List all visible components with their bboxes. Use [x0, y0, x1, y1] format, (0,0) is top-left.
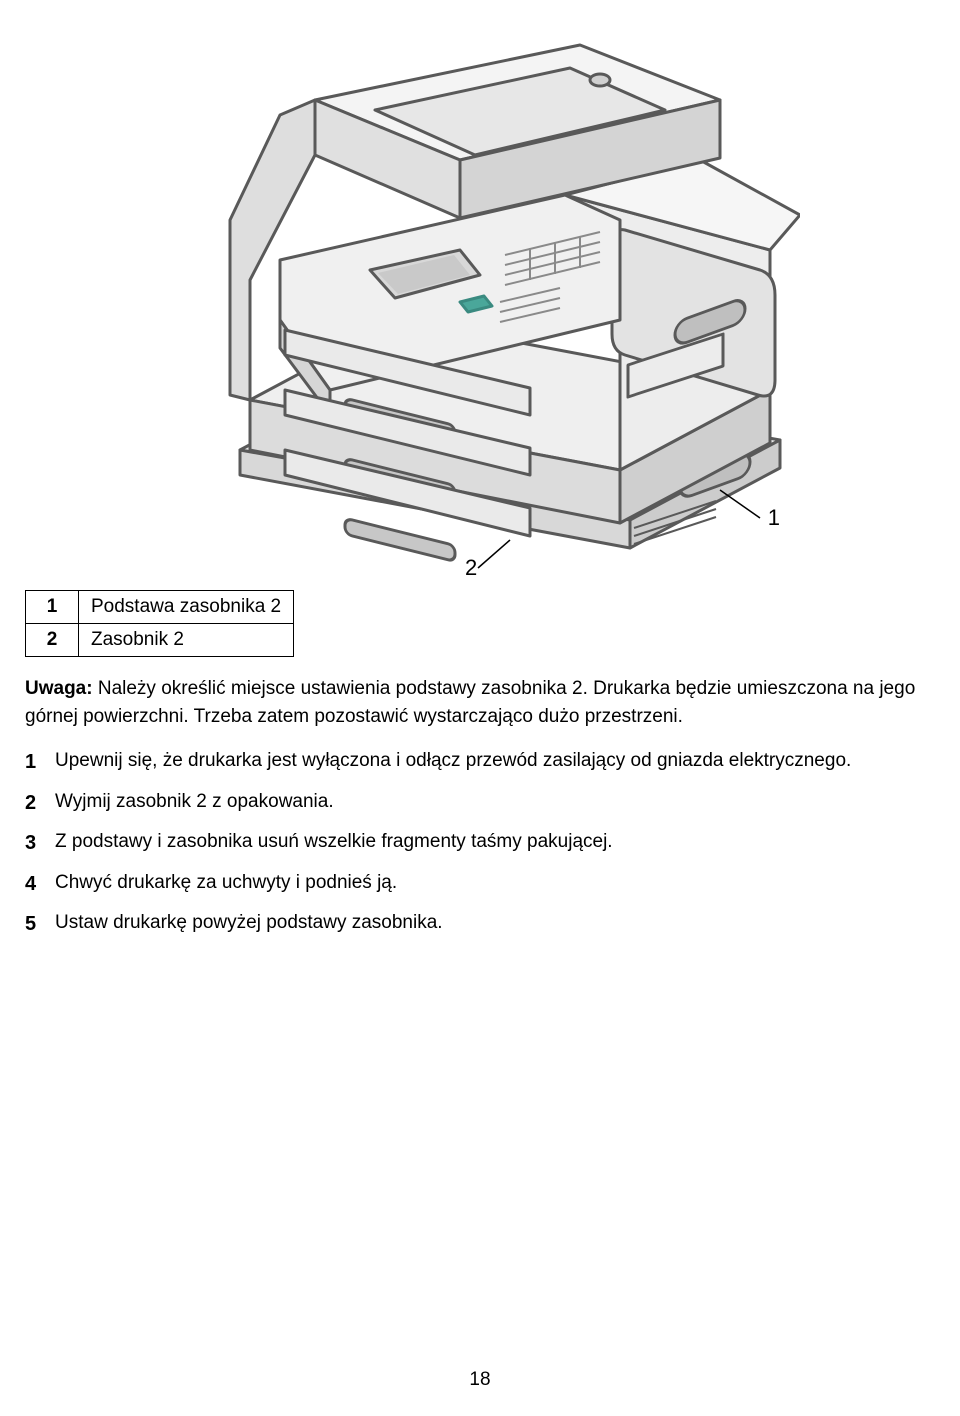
- list-item: 4 Chwyć drukarkę za uchwyty i podnieś ją…: [25, 870, 935, 897]
- step-number: 5: [25, 910, 36, 938]
- note-paragraph: Uwaga: Należy określić miejsce ustawieni…: [25, 675, 935, 730]
- figure-callout-1: 1: [768, 505, 780, 531]
- step-number: 1: [25, 748, 36, 776]
- note-body: Należy określić miejsce ustawienia podst…: [25, 678, 915, 727]
- steps-list: 1 Upewnij się, że drukarka jest wyłączon…: [25, 748, 935, 937]
- table-row: 1 Podstawa zasobnika 2: [26, 591, 294, 624]
- step-text: Upewnij się, że drukarka jest wyłączona …: [55, 750, 851, 771]
- list-item: 5 Ustaw drukarkę powyżej podstawy zasobn…: [25, 910, 935, 937]
- step-text: Chwyć drukarkę za uchwyty i podnieś ją.: [55, 872, 397, 893]
- printer-illustration: [160, 20, 800, 580]
- step-text: Z podstawy i zasobnika usuń wszelkie fra…: [55, 831, 613, 852]
- page: 1 2 1 Podstawa zasobnika 2 2 Zasobnik 2 …: [0, 0, 960, 1416]
- step-text: Ustaw drukarkę powyżej podstawy zasobnik…: [55, 912, 443, 933]
- legend-label-2: Zasobnik 2: [79, 624, 294, 657]
- table-row: 2 Zasobnik 2: [26, 624, 294, 657]
- legend-label-1: Podstawa zasobnika 2: [79, 591, 294, 624]
- note-prefix: Uwaga:: [25, 678, 93, 699]
- figure-callout-2: 2: [465, 555, 477, 581]
- step-number: 2: [25, 789, 36, 817]
- step-number: 3: [25, 829, 36, 857]
- list-item: 2 Wyjmij zasobnik 2 z opakowania.: [25, 789, 935, 816]
- legend-num-1: 1: [26, 591, 79, 624]
- list-item: 1 Upewnij się, że drukarka jest wyłączon…: [25, 748, 935, 775]
- legend-table: 1 Podstawa zasobnika 2 2 Zasobnik 2: [25, 590, 294, 657]
- step-number: 4: [25, 870, 36, 898]
- printer-figure: 1 2: [160, 20, 800, 580]
- page-number: 18: [0, 1369, 960, 1391]
- step-text: Wyjmij zasobnik 2 z opakowania.: [55, 791, 334, 812]
- legend-num-2: 2: [26, 624, 79, 657]
- list-item: 3 Z podstawy i zasobnika usuń wszelkie f…: [25, 829, 935, 856]
